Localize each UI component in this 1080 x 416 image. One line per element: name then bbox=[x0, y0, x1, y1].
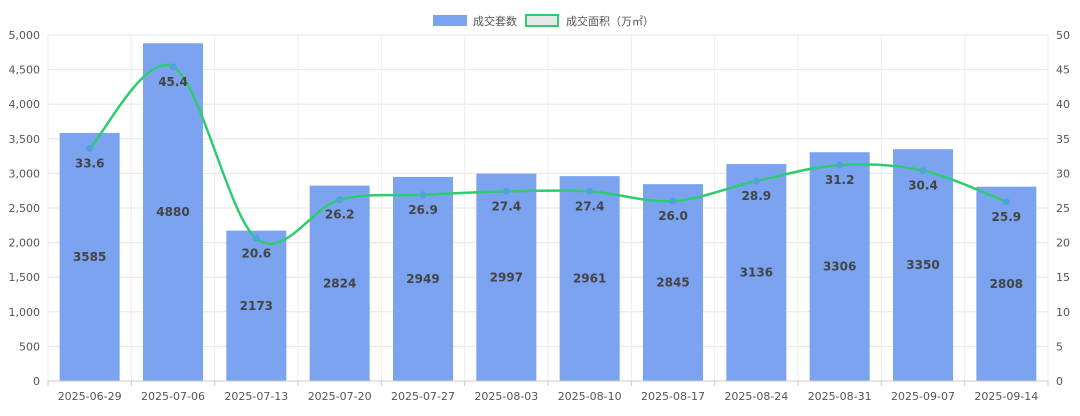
line-point bbox=[169, 63, 177, 71]
bar bbox=[59, 132, 120, 381]
line-value-label: 26.9 bbox=[408, 203, 438, 217]
line-point bbox=[752, 177, 760, 185]
y-right-tick-label: 45 bbox=[1056, 64, 1070, 77]
legend-swatch-bar[interactable] bbox=[433, 15, 467, 26]
line-value-label: 26.2 bbox=[325, 208, 355, 222]
x-tick-label: 2025-07-20 bbox=[308, 390, 372, 403]
x-tick-label: 2025-08-10 bbox=[558, 390, 622, 403]
line-value-label: 20.6 bbox=[242, 246, 272, 260]
x-tick-label: 2025-07-06 bbox=[141, 390, 205, 403]
line-point bbox=[836, 161, 844, 169]
line-point bbox=[419, 191, 427, 199]
bar bbox=[226, 230, 287, 381]
line-point bbox=[919, 167, 927, 175]
y-right-tick-label: 20 bbox=[1056, 237, 1070, 250]
line-value-label: 27.4 bbox=[575, 199, 605, 213]
bar bbox=[643, 184, 703, 381]
y-right-tick-label: 40 bbox=[1056, 98, 1070, 111]
y-left-tick-label: 0 bbox=[33, 375, 40, 388]
line-value-label: 28.9 bbox=[742, 189, 772, 203]
bar-value-label: 2173 bbox=[240, 299, 273, 313]
y-left-tick-label: 500 bbox=[19, 340, 40, 353]
bar bbox=[893, 149, 953, 381]
bar-value-label: 3306 bbox=[823, 260, 856, 274]
y-right-tick-label: 35 bbox=[1056, 133, 1070, 146]
bar-value-label: 3350 bbox=[906, 258, 939, 272]
y-left-tick-label: 4,500 bbox=[9, 64, 41, 77]
y-right-tick-label: 10 bbox=[1056, 306, 1070, 319]
bar-value-label: 3585 bbox=[73, 250, 106, 264]
axes: 05001,0001,5002,0002,5003,0003,5004,0004… bbox=[9, 29, 1071, 403]
bar bbox=[809, 152, 870, 381]
bar bbox=[309, 185, 370, 381]
y-left-tick-label: 3,000 bbox=[9, 167, 41, 180]
y-left-tick-label: 4,000 bbox=[9, 98, 41, 111]
bar-value-label: 2961 bbox=[573, 272, 606, 286]
legend-swatch-line[interactable] bbox=[525, 14, 559, 27]
bar-value-label: 4880 bbox=[156, 205, 189, 219]
y-left-tick-label: 5,000 bbox=[9, 29, 41, 42]
line-point bbox=[1002, 198, 1010, 206]
line-point bbox=[336, 196, 344, 204]
bar-value-label: 2997 bbox=[490, 270, 523, 284]
y-left-tick-label: 1,500 bbox=[9, 271, 41, 284]
y-left-tick-label: 2,500 bbox=[9, 202, 41, 215]
bar-value-label: 2808 bbox=[990, 277, 1023, 291]
line-value-label: 30.4 bbox=[908, 179, 938, 193]
bar bbox=[976, 186, 1037, 381]
y-left-tick-label: 3,500 bbox=[9, 133, 41, 146]
x-tick-label: 2025-07-27 bbox=[391, 390, 455, 403]
y-right-tick-label: 15 bbox=[1056, 271, 1070, 284]
x-tick-label: 2025-08-03 bbox=[474, 390, 538, 403]
bar-value-label: 2845 bbox=[656, 276, 689, 290]
line-value-label: 27.4 bbox=[492, 199, 522, 213]
line-point bbox=[252, 234, 260, 242]
line-value-label: 26.0 bbox=[658, 209, 688, 223]
line-point bbox=[669, 197, 677, 205]
bar-value-label: 2824 bbox=[323, 276, 356, 290]
x-tick-label: 2025-09-14 bbox=[974, 390, 1038, 403]
bar bbox=[559, 176, 620, 381]
line-value-label: 31.2 bbox=[825, 173, 855, 187]
y-right-tick-label: 50 bbox=[1056, 29, 1070, 42]
line-value-label: 33.6 bbox=[75, 156, 105, 170]
y-right-tick-label: 5 bbox=[1056, 340, 1063, 353]
x-tick-label: 2025-09-07 bbox=[891, 390, 955, 403]
grid bbox=[47, 34, 1049, 382]
x-tick-label: 2025-06-29 bbox=[58, 390, 122, 403]
y-right-tick-label: 30 bbox=[1056, 167, 1070, 180]
x-tick-label: 2025-08-31 bbox=[808, 390, 872, 403]
bar-value-label: 3136 bbox=[740, 265, 773, 279]
line-point bbox=[86, 144, 94, 152]
bar-series bbox=[59, 43, 1037, 381]
y-right-tick-label: 0 bbox=[1056, 375, 1063, 388]
y-left-tick-label: 1,000 bbox=[9, 306, 41, 319]
bar bbox=[143, 43, 203, 381]
bar-value-label: 2949 bbox=[406, 272, 439, 286]
x-tick-label: 2025-08-24 bbox=[724, 390, 788, 403]
y-left-tick-label: 2,000 bbox=[9, 237, 41, 250]
bar bbox=[476, 173, 537, 381]
line-series bbox=[86, 63, 1010, 246]
line-value-label: 25.9 bbox=[992, 210, 1022, 224]
data-labels: 3585 4880 2173 2824 2949 2997 2961 2845 3136 3306… bbox=[73, 75, 1023, 313]
legend: 成交套数 成交面积（万㎡） bbox=[433, 14, 654, 28]
bar bbox=[393, 176, 453, 381]
line-point bbox=[502, 187, 510, 195]
y-right-tick-label: 25 bbox=[1056, 202, 1070, 215]
line-point bbox=[586, 187, 594, 195]
legend-label-bar: 成交套数 bbox=[473, 14, 517, 28]
x-tick-label: 2025-07-13 bbox=[224, 390, 288, 403]
x-tick-label: 2025-08-17 bbox=[641, 390, 705, 403]
line-value-label: 45.4 bbox=[158, 75, 188, 89]
legend-label-line: 成交面积（万㎡） bbox=[566, 14, 654, 28]
bar bbox=[726, 163, 787, 381]
